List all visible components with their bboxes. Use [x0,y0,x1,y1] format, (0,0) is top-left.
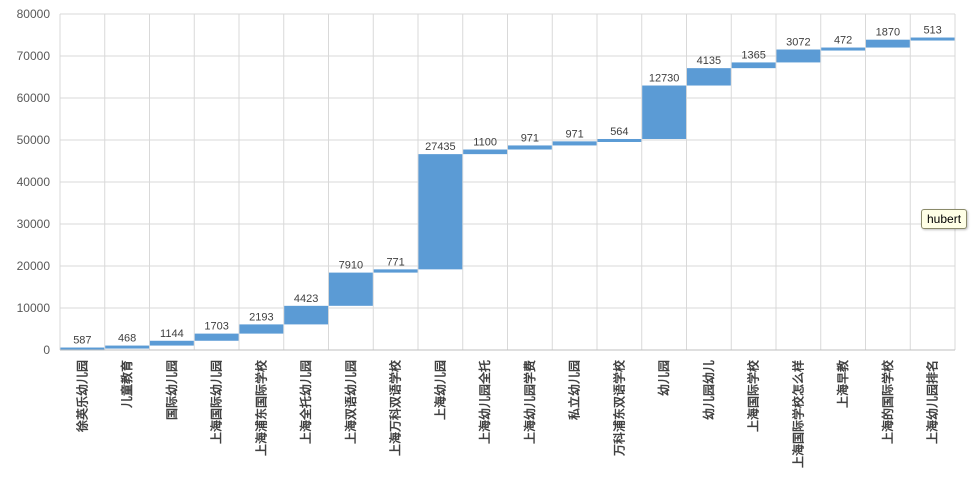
bar [373,269,418,273]
bar [149,340,194,346]
y-tick-label: 20000 [17,259,51,273]
x-category-label: 上海国际学校怎么样 [790,360,805,468]
bar [821,47,866,51]
data-label: 1870 [876,27,900,39]
x-category-label: 幼儿园 [656,360,671,396]
bar [418,154,463,270]
x-category-label: 上海幼儿园全托 [477,360,492,444]
x-category-label: 儿童教育 [119,360,134,409]
data-label: 1703 [204,321,228,333]
y-tick-label: 60000 [17,91,51,105]
x-category-label: 上海国际幼儿园 [209,360,224,444]
y-axis: 0 10000 20000 30000 40000 50000 60000 70000 8000… [17,7,51,357]
data-label: 1365 [741,49,765,61]
data-label: 7910 [339,260,363,272]
y-tick-label: 40000 [17,175,51,189]
y-tick-label: 0 [43,343,50,357]
y-tick-label: 50000 [17,133,51,147]
data-label: 513 [923,25,941,37]
tooltip: hubert [921,209,968,229]
gridlines [59,13,956,351]
x-category-label: 上海幼儿园 [432,360,447,420]
x-axis: 徐英乐幼儿园 儿童教育 国际幼儿园 上海国际幼儿园 上海浦东国际学校 上海全托幼儿园 上海双… [60,349,955,468]
bar [865,39,910,48]
x-category-label: 上海幼儿园学费 [522,360,537,444]
data-label: 971 [565,128,583,140]
bar [239,324,284,334]
bar [686,68,731,86]
data-label: 3072 [786,37,810,49]
data-label: 472 [834,35,852,47]
bar [284,305,329,325]
x-category-label: 万科浦东双语学校 [611,359,626,457]
bars [60,37,955,351]
y-tick-label: 30000 [17,217,51,231]
bar [597,138,642,142]
x-category-label: 上海万科双语学校 [388,359,403,456]
bar [194,333,239,341]
bar [60,347,105,351]
x-category-label: 上海幼儿园排名 [925,360,940,444]
x-category-label: 上海全托幼儿园 [298,360,313,444]
bar [776,49,821,63]
bar [463,149,508,155]
y-tick-label: 10000 [17,301,51,315]
data-label: 2193 [249,311,273,323]
bar [642,85,687,139]
bar [910,37,955,41]
x-category-label: 幼儿园幼儿 [701,360,716,420]
data-labels: 587 468 1144 1703 2193 4423 7910 771 27435 1100 97… [73,25,942,347]
bar [328,272,373,306]
x-category-label: 上海浦东国际学校 [253,359,268,456]
data-label: 971 [521,132,539,144]
data-label: 587 [73,335,91,347]
data-label: 468 [118,333,136,345]
data-label: 771 [386,256,404,268]
data-label: 564 [610,126,628,138]
data-label: 12730 [649,73,680,85]
bar [507,145,552,150]
bar [105,345,150,349]
x-category-label: 上海早教 [835,359,850,408]
y-tick-label: 70000 [17,49,51,63]
data-label: 1100 [473,137,497,149]
data-label: 1144 [160,328,184,340]
data-label: 27435 [425,141,456,153]
x-category-label: 上海双语幼儿园 [343,360,358,444]
bar [731,62,776,69]
x-category-label: 国际幼儿园 [164,360,179,420]
x-category-label: 私立幼儿园 [567,360,582,421]
data-label: 4423 [294,293,318,305]
data-label: 4135 [697,55,721,67]
y-tick-label: 80000 [17,7,51,21]
x-category-label: 徐英乐幼儿园 [74,360,89,433]
x-category-label: 上海国际学校 [746,359,761,432]
bar [552,141,597,146]
x-category-label: 上海的国际学校 [880,359,895,444]
